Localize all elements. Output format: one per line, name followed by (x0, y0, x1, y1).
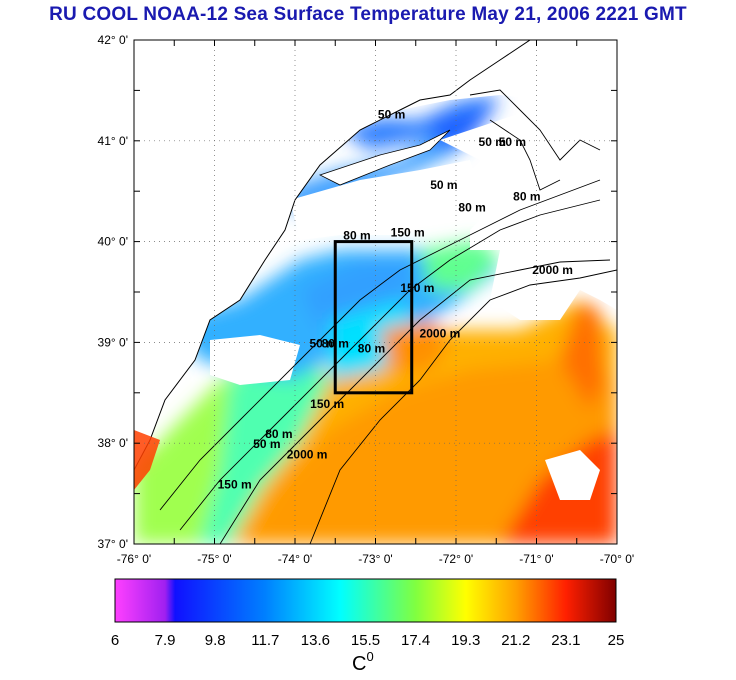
contour-label: 2000 m (287, 447, 328, 461)
lon-label: -73° 0' (358, 552, 392, 566)
longitude-labels: -76° 0' -75° 0' -74° 0' -73° 0' -72° 0' -71° … (117, 552, 634, 566)
axis-ticks (133, 39, 618, 545)
contour-label: 150 m (218, 478, 252, 492)
map-title: RU COOL NOAA-12 Sea Surface Temperature … (49, 4, 687, 25)
colorbar-tick-label: 7.9 (155, 632, 176, 649)
colorbar-tick-label: 9.8 (205, 632, 226, 649)
lat-label: 41° 0' (98, 134, 128, 148)
lon-label: -71° 0' (519, 552, 553, 566)
contour-label: 80 m (322, 336, 349, 350)
study-area-box (333, 240, 414, 395)
contour-label: 50 m (479, 135, 506, 149)
bathymetry-contours (159, 89, 617, 544)
lat-label: 39° 0' (98, 335, 128, 349)
contour-label: 50 m (253, 437, 280, 451)
colorbar-tick-label: 19.3 (451, 632, 480, 649)
colorbar-tick-label: 11.7 (251, 632, 279, 649)
lon-label: -74° 0' (278, 552, 312, 566)
contour-label: 50 m (378, 108, 405, 122)
lat-label: 40° 0' (98, 235, 128, 249)
colorbar-tick-label: 6 (111, 632, 119, 649)
colorbar-tick-label: 23.1 (551, 632, 580, 649)
contour-label: 80 m (343, 229, 370, 243)
contour-label: 150 m (310, 397, 344, 411)
graticule (134, 40, 617, 544)
lon-label: -72° 0' (439, 552, 473, 566)
contour-label: 80 m (513, 189, 540, 203)
contour-label: 150 m (391, 226, 425, 240)
contour-label: 80 m (265, 427, 292, 441)
lat-label: 42° 0' (98, 33, 128, 47)
contour-label: 50 m (309, 336, 336, 350)
contour-label: 50 m (430, 178, 457, 192)
contour-label: 2000 m (532, 263, 573, 277)
contour-label: 2000 m (420, 326, 461, 340)
lon-label: -76° 0' (117, 552, 151, 566)
colorbar-tick-label: 21.2 (501, 632, 530, 649)
contour-label: 80 m (358, 341, 385, 355)
contour-label: 150 m (400, 281, 434, 295)
colorbar-labels: 6 7.9 9.8 11.7 13.6 15.5 17.4 19.3 21.2 23.1 25 (111, 632, 625, 649)
colorbar-tick-label: 25 (608, 632, 625, 649)
colorbar-unit: C0 (352, 649, 374, 675)
lon-label: -75° 0' (197, 552, 231, 566)
colorbar (114, 578, 617, 623)
lon-label: -70° 0' (600, 552, 634, 566)
colorbar-tick-label: 15.5 (351, 632, 380, 649)
colorbar-tick-label: 13.6 (301, 632, 330, 649)
lat-label: 38° 0' (98, 436, 128, 450)
lat-label: 37° 0' (98, 537, 128, 551)
contour-label: 80 m (458, 200, 485, 214)
colorbar-tick-label: 17.4 (401, 632, 430, 649)
contour-label: 50 m (499, 135, 526, 149)
latitude-labels: 42° 0' 41° 0' 40° 0' 39° 0' 38° 0' 37° 0' (98, 33, 128, 551)
